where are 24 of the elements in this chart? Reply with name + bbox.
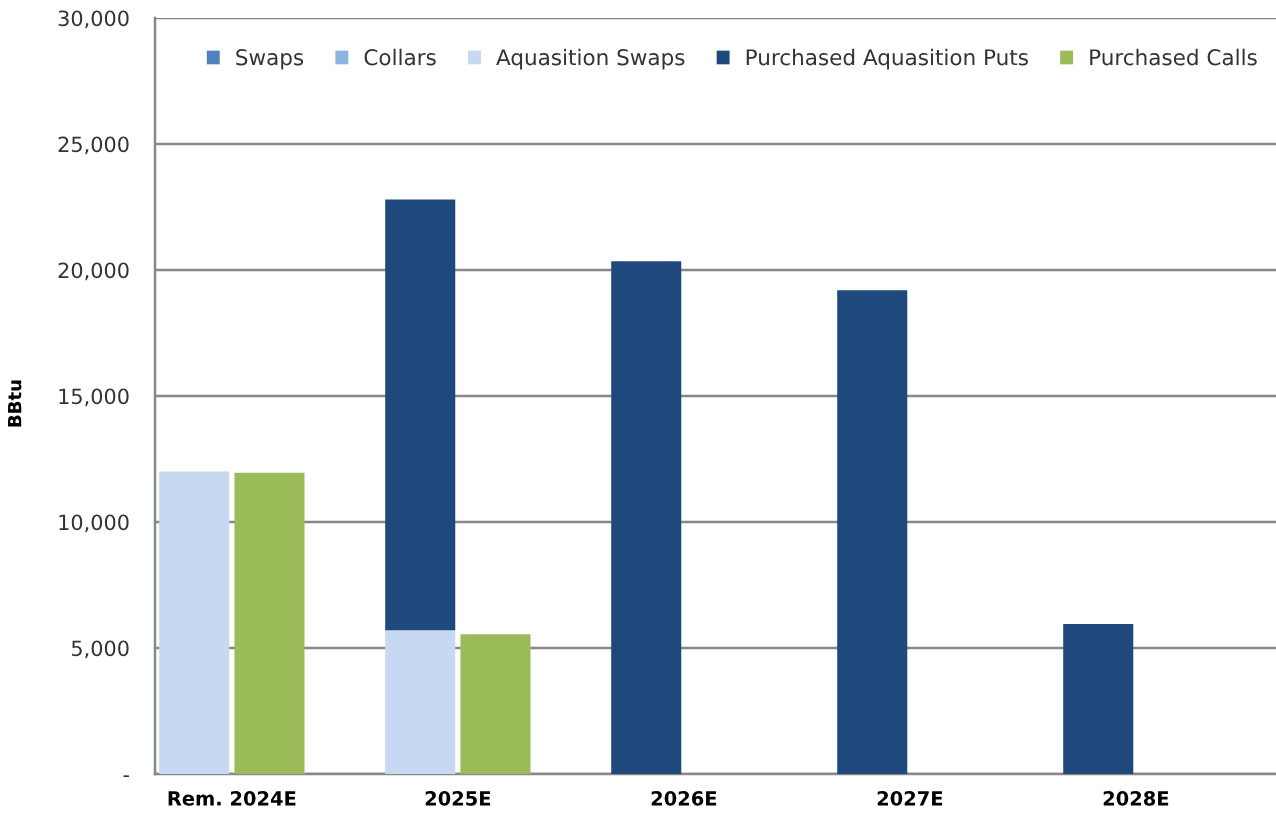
bar bbox=[611, 261, 682, 774]
y-tick-label: 15,000 bbox=[59, 388, 129, 407]
x-tick-label: 2025E bbox=[425, 791, 491, 806]
y-tick-label: 25,000 bbox=[58, 136, 129, 155]
x-tick-label: 2028E bbox=[1103, 791, 1169, 806]
x-tick-label: Rem. 2024E bbox=[168, 791, 296, 806]
y-tick-label: 30,000 bbox=[58, 10, 129, 29]
y-tick-label: 5,000 bbox=[71, 640, 129, 659]
bar bbox=[159, 471, 230, 774]
bar bbox=[1063, 624, 1134, 774]
legend-label: Swaps bbox=[236, 49, 304, 70]
bar bbox=[385, 630, 456, 774]
x-tick-label: 2026E bbox=[651, 791, 717, 806]
y-tick-label: - bbox=[123, 775, 129, 778]
legend-label: Collars bbox=[364, 48, 436, 66]
legend-label: Aquasition Swaps bbox=[496, 48, 685, 70]
bar bbox=[837, 290, 908, 774]
bar bbox=[385, 199, 456, 631]
y-axis-title: BBtu bbox=[8, 380, 22, 427]
legend-label: Purchased Aquasition Puts bbox=[746, 48, 1028, 70]
y-tick-label: 20,000 bbox=[58, 262, 129, 281]
y-tick-label: 10,000 bbox=[59, 514, 129, 533]
legend-label: Purchased Calls bbox=[1090, 48, 1257, 66]
x-tick-label: 2027E bbox=[877, 791, 943, 806]
